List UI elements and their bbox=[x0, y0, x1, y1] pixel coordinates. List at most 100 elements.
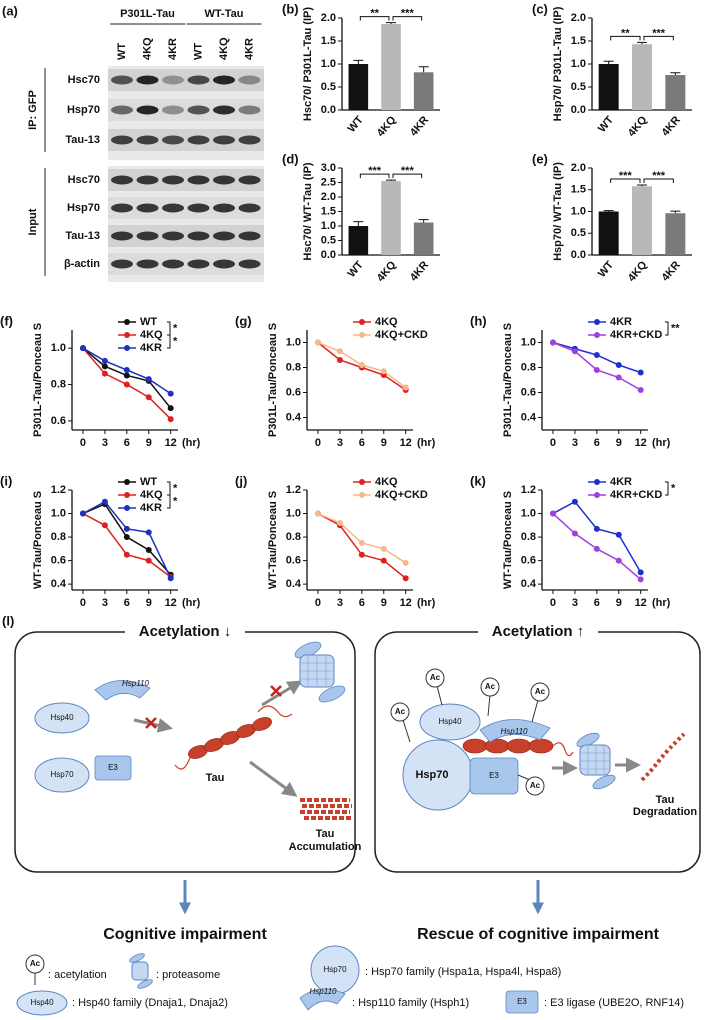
significance-label: * bbox=[173, 482, 178, 494]
legend-text: : E3 ligase (UBE2O, RNF14) bbox=[544, 997, 684, 1009]
point bbox=[167, 390, 174, 397]
block-x bbox=[270, 685, 282, 697]
y-tick-label: 0.8 bbox=[51, 531, 66, 543]
bar bbox=[598, 64, 619, 110]
y-tick-label: 3.0 bbox=[321, 162, 336, 174]
y-tick-label: 0.6 bbox=[51, 415, 66, 427]
legend-marker bbox=[594, 319, 600, 325]
x-axis-label: (hr) bbox=[417, 597, 436, 609]
legend-text: : proteasome bbox=[156, 969, 220, 981]
significance-bracket bbox=[359, 173, 390, 179]
significance-label: * bbox=[173, 322, 178, 334]
lane-label: 4KQ bbox=[141, 37, 153, 60]
legend-symbol: Hsp110 bbox=[310, 987, 338, 996]
band bbox=[136, 175, 159, 185]
arrow bbox=[261, 680, 303, 707]
x-tick-label: 9 bbox=[616, 437, 622, 449]
hsp110-shape bbox=[479, 719, 551, 743]
bar bbox=[632, 44, 652, 110]
e3-shape bbox=[469, 757, 519, 795]
legend-marker bbox=[124, 479, 130, 485]
band bbox=[111, 259, 133, 269]
row-label: Hsc70 bbox=[68, 174, 100, 186]
y-tick-label: 0.8 bbox=[286, 361, 301, 373]
proteasome bbox=[294, 641, 346, 703]
hsp70-shape bbox=[34, 757, 90, 793]
y-tick-label: 2.0 bbox=[571, 12, 586, 24]
y-axis-label: Hsc70/ WT-Tau (IP) bbox=[302, 162, 314, 261]
significance-label: * bbox=[173, 335, 178, 347]
y-tick-label: 1.0 bbox=[571, 205, 586, 217]
series-line bbox=[552, 341, 642, 391]
band bbox=[238, 135, 261, 145]
y-tick-label: 2.0 bbox=[571, 162, 586, 174]
x-tick-label: 4KR bbox=[660, 259, 683, 284]
x-tick-label: 4KQ bbox=[375, 259, 399, 284]
band bbox=[136, 135, 159, 145]
y-tick-label: 2.5 bbox=[321, 176, 336, 188]
y-tick-label: 1.5 bbox=[571, 184, 586, 196]
e3-label: E3 bbox=[108, 763, 118, 772]
band bbox=[136, 203, 159, 213]
ac-label: Ac bbox=[535, 687, 546, 696]
bar bbox=[632, 186, 652, 255]
bar bbox=[348, 226, 369, 255]
legend-marker bbox=[359, 319, 365, 325]
legend-text: : acetylation bbox=[48, 969, 107, 981]
point bbox=[593, 525, 600, 532]
significance-label: *** bbox=[401, 8, 415, 20]
series-line bbox=[82, 512, 172, 578]
panel-label: (g) bbox=[235, 313, 252, 328]
hsp40-label: Hsp40 bbox=[50, 713, 74, 722]
band bbox=[213, 231, 235, 241]
y-tick-label: 1.0 bbox=[286, 336, 301, 348]
blot-strip bbox=[108, 169, 264, 191]
x-tick-label: 4KQ bbox=[375, 114, 399, 139]
band bbox=[238, 259, 261, 269]
error-bar bbox=[670, 72, 681, 76]
significance-bracket bbox=[392, 173, 423, 179]
band bbox=[111, 203, 133, 213]
significance-label: ** bbox=[621, 27, 630, 39]
x-tick-label: 0 bbox=[315, 597, 321, 609]
x-tick-label: WT bbox=[596, 259, 616, 280]
point bbox=[101, 357, 108, 364]
y-tick-label: 1.5 bbox=[571, 35, 586, 47]
significance-bracket bbox=[665, 321, 669, 336]
significance-bracket bbox=[665, 481, 669, 496]
legend-label: 4KR bbox=[140, 502, 162, 514]
point bbox=[402, 559, 409, 566]
point bbox=[314, 510, 321, 517]
error-bar bbox=[418, 66, 429, 73]
legend-marker bbox=[359, 479, 365, 485]
x-tick-label: 0 bbox=[550, 437, 556, 449]
error-bar bbox=[603, 210, 614, 212]
significance-bracket bbox=[359, 16, 390, 21]
band bbox=[238, 203, 261, 213]
y-tick-label: 0.8 bbox=[521, 361, 536, 373]
y-tick-label: 1.0 bbox=[51, 342, 66, 354]
x-tick-label: 4KQ bbox=[626, 114, 650, 139]
point bbox=[336, 357, 343, 363]
band bbox=[111, 135, 133, 145]
legend-label: 4KR bbox=[610, 476, 632, 488]
point bbox=[380, 368, 387, 375]
panel-label: (h) bbox=[470, 313, 487, 328]
y-axis-label: Hsc70/ P301L-Tau (IP) bbox=[302, 7, 314, 121]
panel-label: (e) bbox=[532, 151, 548, 166]
point bbox=[123, 534, 130, 541]
error-bar bbox=[603, 60, 614, 64]
significance-label: *** bbox=[619, 170, 633, 182]
legend-marker bbox=[594, 332, 600, 338]
x-tick-label: 6 bbox=[359, 437, 365, 449]
y-tick-label: 0.8 bbox=[51, 378, 66, 390]
x-tick-label: 4KQ bbox=[626, 259, 650, 284]
band bbox=[162, 259, 184, 269]
hsp40-shape bbox=[34, 702, 90, 734]
y-axis-label: WT-Tau/Ponceau S bbox=[32, 491, 44, 589]
x-tick-label: 0 bbox=[315, 437, 321, 449]
band bbox=[238, 175, 261, 185]
band bbox=[213, 175, 235, 185]
y-tick-label: 1.0 bbox=[321, 58, 336, 70]
y-tick-label: 2.0 bbox=[321, 12, 336, 24]
